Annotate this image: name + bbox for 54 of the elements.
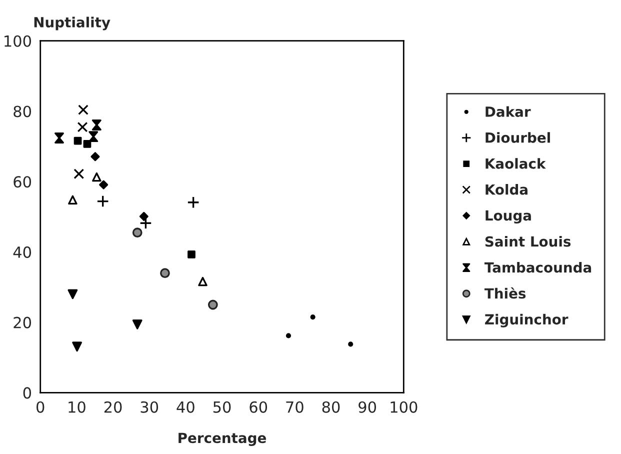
x-tick-label: 30 bbox=[140, 401, 158, 413]
point bbox=[54, 132, 64, 144]
legend-label: Kaolack bbox=[486, 158, 546, 169]
x-tick-label: 20 bbox=[104, 401, 122, 413]
point bbox=[77, 122, 88, 132]
point bbox=[310, 314, 316, 320]
x-tick-label: 80 bbox=[322, 401, 340, 413]
point bbox=[78, 104, 88, 116]
y-tick-label: 60 bbox=[14, 176, 32, 188]
point bbox=[160, 268, 170, 278]
point bbox=[92, 172, 102, 182]
point bbox=[83, 140, 92, 148]
y-tick-label: 80 bbox=[14, 106, 32, 118]
legend-label: Saint Louis bbox=[485, 236, 571, 247]
x-tick-label: 70 bbox=[286, 401, 304, 413]
legend-label: Louga bbox=[486, 210, 531, 224]
legend-label: Tambacounda bbox=[484, 262, 592, 273]
x-axis-title: Percentage bbox=[178, 432, 266, 446]
y-axis-title: Nuptiality bbox=[34, 16, 110, 30]
point bbox=[72, 342, 82, 352]
x-tick-label: 10 bbox=[68, 401, 86, 413]
point bbox=[68, 289, 78, 300]
point bbox=[188, 250, 196, 258]
point bbox=[198, 276, 208, 286]
x-tick-label: 90 bbox=[358, 401, 376, 413]
point bbox=[92, 119, 102, 130]
point bbox=[88, 131, 98, 142]
point bbox=[132, 320, 142, 330]
y-tick-label: 0 bbox=[23, 387, 32, 399]
point bbox=[348, 342, 354, 347]
point bbox=[132, 228, 142, 238]
y-tick-label: 20 bbox=[14, 316, 32, 328]
legend-label: Dakar bbox=[486, 106, 531, 117]
legend-label: Thiès bbox=[484, 287, 526, 299]
x-tick-label: 0 bbox=[36, 401, 44, 413]
legend-label: Kolda bbox=[486, 184, 528, 195]
point bbox=[139, 212, 148, 221]
x-tick-label: 60 bbox=[250, 401, 268, 413]
point bbox=[286, 333, 292, 338]
point bbox=[74, 168, 84, 180]
x-tick-label: 50 bbox=[213, 401, 231, 413]
x-tick-label: 40 bbox=[176, 401, 194, 413]
point bbox=[74, 136, 82, 145]
legend-label: Diourbel bbox=[486, 132, 550, 143]
y-tick-label: 100 bbox=[4, 35, 32, 47]
point bbox=[208, 300, 218, 310]
point bbox=[68, 195, 78, 205]
point bbox=[96, 195, 110, 208]
point bbox=[187, 196, 200, 209]
point bbox=[99, 180, 108, 190]
x-tick-label: 100 bbox=[390, 401, 418, 413]
point bbox=[90, 152, 100, 162]
legend-label: Ziguinchor bbox=[485, 314, 568, 328]
y-tick-label: 40 bbox=[13, 246, 32, 258]
